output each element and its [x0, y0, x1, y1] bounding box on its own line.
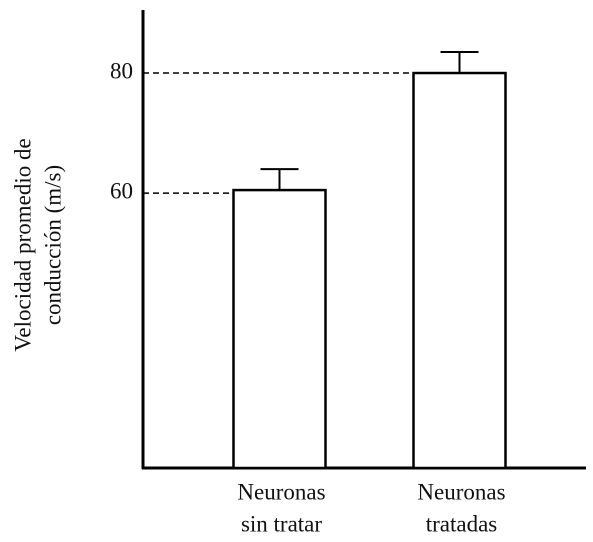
- x-tick-label: sin tratar: [241, 511, 322, 536]
- y-axis-label: conducción (m/s): [40, 165, 65, 325]
- x-tick-label: tratadas: [426, 511, 498, 536]
- bar: [232, 188, 327, 470]
- y-axis-label-line: conducción (m/s): [40, 165, 65, 325]
- y-tick-label: 80: [110, 58, 133, 83]
- y-axis-label: Velocidad promedio de: [10, 138, 35, 351]
- y-tick-label: 60: [110, 178, 133, 203]
- x-tick-label: Neuronas: [417, 479, 505, 504]
- y-axis-label-line: Velocidad promedio de: [10, 138, 35, 351]
- bar: [412, 71, 507, 470]
- x-tick-label: Neuronas: [237, 479, 325, 504]
